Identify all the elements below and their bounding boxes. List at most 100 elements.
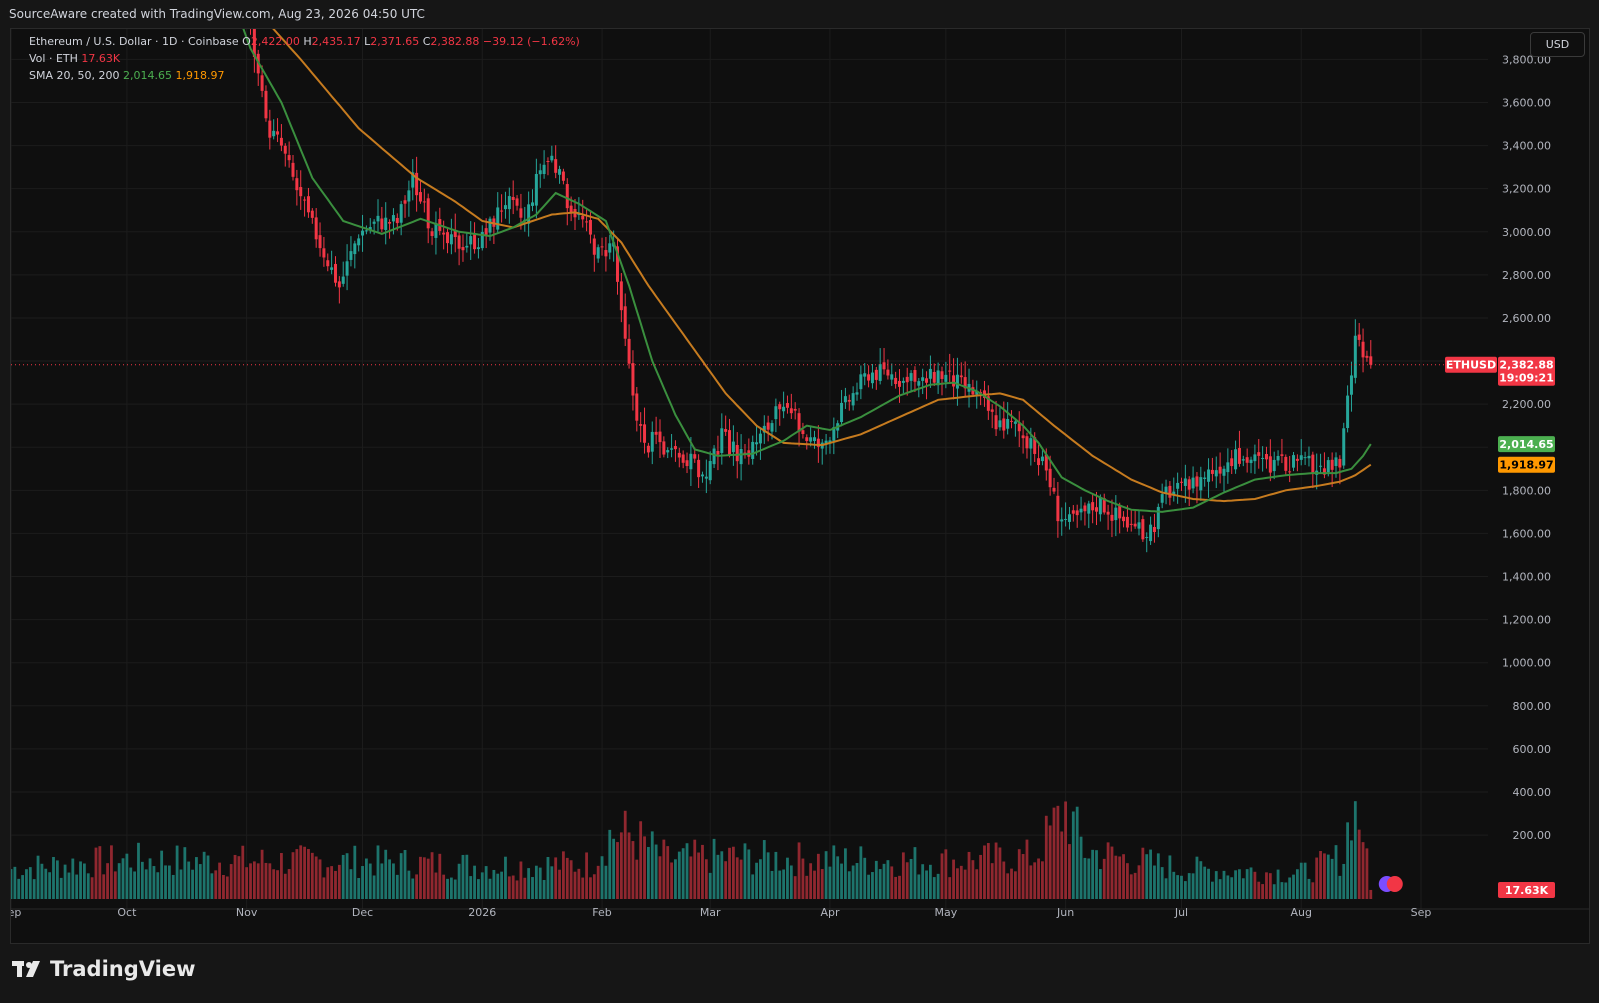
volume-bar — [643, 836, 646, 899]
volume-bar — [492, 869, 496, 899]
volume-bar — [585, 852, 588, 899]
candle-body — [268, 120, 272, 138]
price-tick-label: 1,800.00 — [1502, 484, 1551, 497]
volume-bar — [457, 863, 461, 899]
ohlc-legend: Ethereum / U.S. Dollar · 1D · Coinbase O… — [29, 35, 580, 48]
volume-value: 17.63K — [81, 52, 121, 65]
volume-bar — [252, 861, 256, 899]
candle-body — [1021, 435, 1025, 439]
volume-bar — [364, 858, 368, 899]
candle-body — [1326, 460, 1330, 473]
candle-body — [469, 236, 473, 245]
volume-bar — [546, 857, 550, 899]
candle-body — [1164, 486, 1168, 493]
volume-bar — [326, 867, 330, 899]
sma-legend: SMA 20, 50, 200 2,014.65 1,918.97 — [29, 69, 224, 82]
candle-body — [878, 364, 882, 381]
candle-body — [1187, 479, 1191, 490]
volume-bar — [1230, 877, 1234, 899]
volume-bar — [646, 846, 650, 899]
candle-body — [473, 234, 477, 250]
volume-bar — [797, 842, 801, 899]
volume-label: Vol · ETH — [29, 52, 78, 65]
volume-bar — [110, 845, 113, 899]
candle-body — [337, 281, 341, 288]
candle-body — [542, 164, 546, 175]
volume-bar — [82, 863, 86, 899]
candle-body — [446, 232, 450, 244]
candle-body — [1110, 514, 1114, 521]
candle-body — [1334, 457, 1338, 467]
volume-bar — [90, 877, 94, 899]
candle-body — [731, 441, 735, 453]
volume-bar — [623, 810, 627, 899]
volume-bar — [1199, 861, 1203, 899]
volume-bar — [608, 829, 612, 899]
volume-bar — [1013, 871, 1017, 899]
volume-bar — [1295, 869, 1299, 899]
volume-bar — [909, 858, 913, 899]
candle-body — [418, 192, 422, 202]
volume-bar — [1164, 878, 1168, 899]
candle-body — [534, 173, 538, 206]
volume-bar — [206, 855, 210, 899]
candle-body — [252, 29, 256, 57]
volume-bar — [1102, 858, 1106, 899]
volume-bar — [399, 853, 403, 899]
volume-bar — [1160, 867, 1164, 899]
candle-body — [291, 162, 295, 177]
volume-bar — [256, 863, 260, 899]
chart-pane[interactable]: 3,800.00 3,600.00 3,400.00 3,200.00 3,000.00… — [10, 28, 1590, 944]
volume-bar — [925, 870, 928, 899]
volume-bar — [1029, 865, 1033, 899]
price-tick-label: 400.00 — [1513, 786, 1552, 799]
candle-body — [948, 370, 952, 372]
candle-body — [1349, 375, 1353, 395]
volume-bar — [515, 880, 519, 899]
volume-bar — [793, 876, 797, 899]
volume-bar — [983, 845, 986, 899]
volume-bar — [1017, 849, 1021, 899]
volume-bar — [1071, 811, 1075, 899]
volume-bar — [952, 859, 955, 899]
volume-bar — [171, 874, 175, 899]
volume-bar — [210, 873, 214, 899]
sma-20-line — [242, 29, 1372, 513]
candle-body — [345, 261, 349, 276]
price-chart[interactable]: 3,800.003,600.003,400.003,200.003,000.00… — [11, 29, 1589, 943]
candle-body — [623, 306, 627, 339]
volume-bar — [1141, 847, 1145, 899]
volume-bar — [863, 857, 867, 899]
candle-body — [901, 380, 905, 383]
volume-bar — [1261, 884, 1265, 899]
legend-symbol: Ethereum / U.S. Dollar · 1D · Coinbase — [29, 35, 239, 48]
footer-branding: TradingView — [12, 944, 195, 994]
candle-body — [558, 169, 562, 175]
currency-button[interactable]: USD — [1530, 32, 1585, 57]
volume-bar — [1342, 863, 1346, 899]
volume-bar — [368, 863, 372, 899]
volume-bar — [1180, 875, 1183, 899]
price-tick-label: 1,600.00 — [1502, 527, 1551, 540]
candle-body — [442, 232, 446, 235]
candle-body — [585, 221, 589, 223]
volume-bar — [519, 861, 523, 899]
candle-body — [1357, 334, 1361, 340]
candle-body — [662, 441, 666, 455]
candle-body — [1106, 511, 1110, 515]
volume-bar — [380, 863, 384, 899]
volume-bar — [766, 852, 770, 899]
candle-body — [1064, 518, 1068, 520]
volume-bar — [1087, 858, 1091, 899]
volume-bar — [32, 879, 36, 899]
candle-body — [724, 429, 728, 432]
candle-body — [782, 406, 786, 412]
price-tick-label: 600.00 — [1513, 743, 1552, 756]
volume-bar — [1338, 875, 1342, 899]
volume-bar — [175, 845, 179, 899]
volume-bar — [511, 875, 515, 899]
volume-bar — [871, 872, 874, 899]
time-tick-label: Oct — [117, 906, 137, 919]
candle-body — [1365, 355, 1369, 358]
volume-bar — [1234, 870, 1237, 899]
